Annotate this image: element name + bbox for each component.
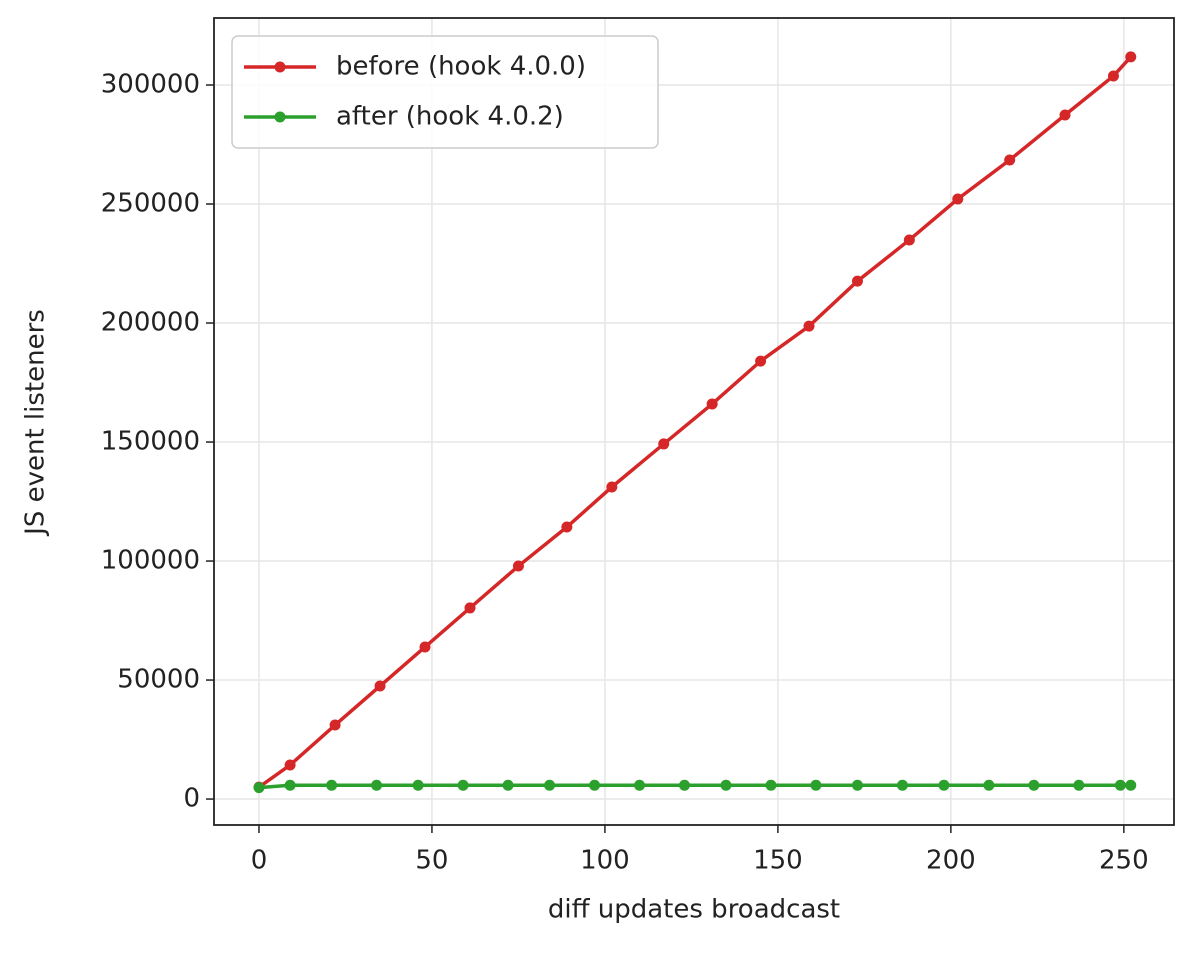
data-point bbox=[755, 355, 767, 367]
data-point bbox=[1125, 51, 1137, 63]
series-line bbox=[257, 55, 1133, 789]
data-point bbox=[457, 779, 469, 791]
legend-marker bbox=[274, 111, 286, 123]
plot-frame bbox=[213, 17, 1175, 826]
data-point bbox=[1004, 154, 1016, 166]
x-tick-label: 100 bbox=[580, 846, 630, 876]
data-point bbox=[658, 438, 670, 450]
data-point bbox=[706, 398, 718, 410]
data-point bbox=[589, 779, 601, 791]
x-tick-label: 250 bbox=[1099, 846, 1149, 876]
data-point bbox=[634, 779, 646, 791]
legend-label: before (hook 4.0.0) bbox=[336, 52, 586, 82]
y-tick-label: 150000 bbox=[101, 427, 200, 457]
data-point bbox=[765, 779, 777, 791]
data-point bbox=[284, 759, 296, 771]
data-point bbox=[810, 779, 822, 791]
data-point bbox=[952, 193, 964, 205]
data-point bbox=[419, 641, 431, 653]
data-point bbox=[1114, 779, 1126, 791]
data-point bbox=[851, 779, 863, 791]
data-point bbox=[512, 560, 524, 572]
x-axis-label: diff updates broadcast bbox=[548, 895, 840, 925]
data-point bbox=[720, 779, 732, 791]
y-tick-label: 200000 bbox=[101, 308, 200, 338]
y-tick-label: 0 bbox=[183, 784, 200, 814]
data-point bbox=[851, 275, 863, 287]
data-point bbox=[284, 779, 296, 791]
x-tick-label: 150 bbox=[753, 846, 803, 876]
data-point bbox=[412, 779, 424, 791]
data-point bbox=[983, 779, 995, 791]
y-axis-label: JS event listeners bbox=[21, 309, 51, 537]
y-tick-label: 50000 bbox=[117, 665, 200, 695]
data-point bbox=[326, 779, 338, 791]
y-tick-label: 250000 bbox=[101, 189, 200, 219]
data-point bbox=[896, 779, 908, 791]
data-point bbox=[561, 521, 573, 533]
data-point bbox=[803, 320, 815, 332]
data-point bbox=[253, 782, 265, 794]
data-point bbox=[1059, 109, 1071, 121]
series-line bbox=[258, 783, 1131, 790]
data-point bbox=[374, 680, 386, 692]
data-point bbox=[544, 779, 556, 791]
x-tick-label: 50 bbox=[415, 846, 448, 876]
y-tick-label: 300000 bbox=[101, 70, 200, 100]
data-point bbox=[464, 602, 476, 614]
data-point bbox=[371, 779, 383, 791]
data-point bbox=[903, 234, 915, 246]
legend-box bbox=[231, 35, 659, 149]
y-tick-label: 100000 bbox=[101, 546, 200, 576]
data-point bbox=[1073, 779, 1085, 791]
data-point bbox=[606, 481, 618, 493]
x-tick-label: 0 bbox=[251, 846, 268, 876]
legend-marker bbox=[274, 61, 286, 73]
data-point bbox=[938, 779, 950, 791]
data-point bbox=[1107, 70, 1119, 82]
data-point bbox=[1125, 779, 1137, 791]
data-point bbox=[678, 779, 690, 791]
data-point bbox=[1028, 779, 1040, 791]
legend-label: after (hook 4.0.2) bbox=[336, 102, 564, 132]
data-point bbox=[329, 719, 341, 731]
grid bbox=[214, 18, 1174, 825]
data-point bbox=[502, 779, 514, 791]
x-tick-label: 200 bbox=[926, 846, 976, 876]
